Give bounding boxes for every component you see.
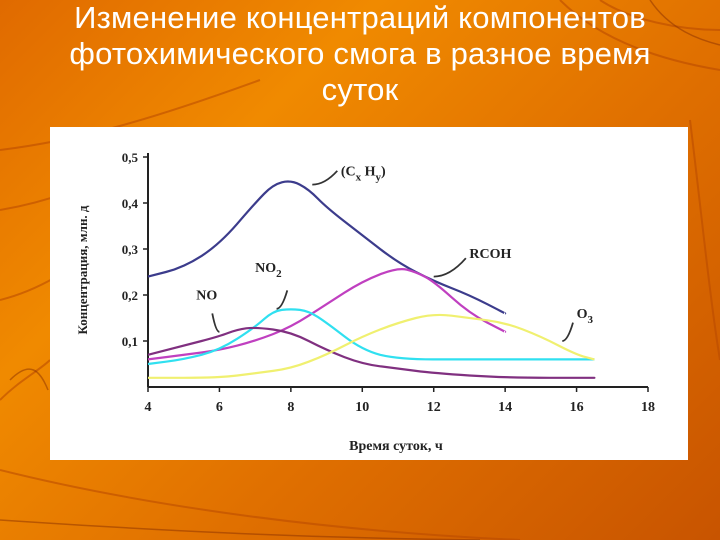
chart-panel: 4 6 8 10 12 14 16 18 0,1 0,2 0,3 0,4 0,5 (Cx Hy) RCOH…	[50, 127, 688, 460]
series-label-part: x	[356, 171, 362, 183]
label-leader-2	[276, 290, 289, 310]
y-tick-label: 0,4	[122, 196, 139, 211]
series-label-part: (C	[341, 164, 356, 179]
x-tick-label: 8	[287, 400, 294, 415]
chart-ticks: 4 6 8 10 12 14 16 18 0,1 0,2 0,3 0,4 0,5	[122, 150, 655, 415]
series-label-part: NO	[196, 289, 217, 304]
title-line-3: суток	[321, 72, 399, 107]
x-axis-label: Время суток, ч	[349, 439, 443, 454]
title-line-2: фотохимического смога в разное время	[69, 36, 651, 71]
chart-axes	[147, 153, 648, 388]
x-tick-label: 12	[427, 400, 441, 415]
y-tick-label: 0,3	[122, 242, 139, 257]
series-label-part: RCOH	[469, 247, 511, 262]
series-label-part: H	[361, 164, 376, 179]
x-tick-label: 6	[216, 400, 223, 415]
concentration-chart: 4 6 8 10 12 14 16 18 0,1 0,2 0,3 0,4 0,5 (Cx Hy) RCOH…	[75, 150, 655, 454]
series-label-part: 2	[276, 268, 282, 280]
slide-title: Изменение концентраций компонентов фотох…	[0, 0, 720, 108]
label-leader-1	[433, 257, 467, 278]
series-label-part: )	[381, 164, 386, 179]
y-tick-label: 0,1	[122, 334, 138, 349]
series-label-part: NO	[255, 261, 276, 276]
y-axis-label: Концентрация, млн. д	[75, 205, 90, 334]
x-tick-label: 14	[498, 400, 512, 415]
series-label-2: NO2	[255, 261, 282, 280]
x-tick-label: 18	[641, 400, 655, 415]
series-line-3	[147, 326, 596, 379]
series-label-0: (Cx Hy)	[341, 164, 386, 183]
label-leader-3	[211, 313, 220, 333]
series-line-2	[147, 308, 595, 366]
x-tick-label: 10	[355, 400, 369, 415]
y-tick-label: 0,2	[122, 288, 138, 303]
chart-series-lines	[147, 180, 596, 379]
x-tick-label: 16	[570, 400, 584, 415]
series-label-part: O	[577, 307, 588, 322]
series-line-4	[148, 313, 595, 379]
series-line-1	[147, 268, 507, 361]
y-tick-label: 0,5	[122, 150, 139, 165]
label-leader-4	[562, 322, 574, 342]
series-label-1: RCOH	[469, 247, 511, 262]
series-label-part: 3	[587, 314, 593, 326]
x-tick-label: 4	[145, 400, 152, 415]
label-leader-0	[312, 170, 338, 186]
series-label-4: O3	[577, 307, 594, 326]
title-line-1: Изменение концентраций компонентов	[74, 0, 646, 35]
series-label-3: NO	[196, 289, 217, 304]
series-label-part: y	[376, 171, 382, 183]
series-line-0	[147, 180, 507, 315]
